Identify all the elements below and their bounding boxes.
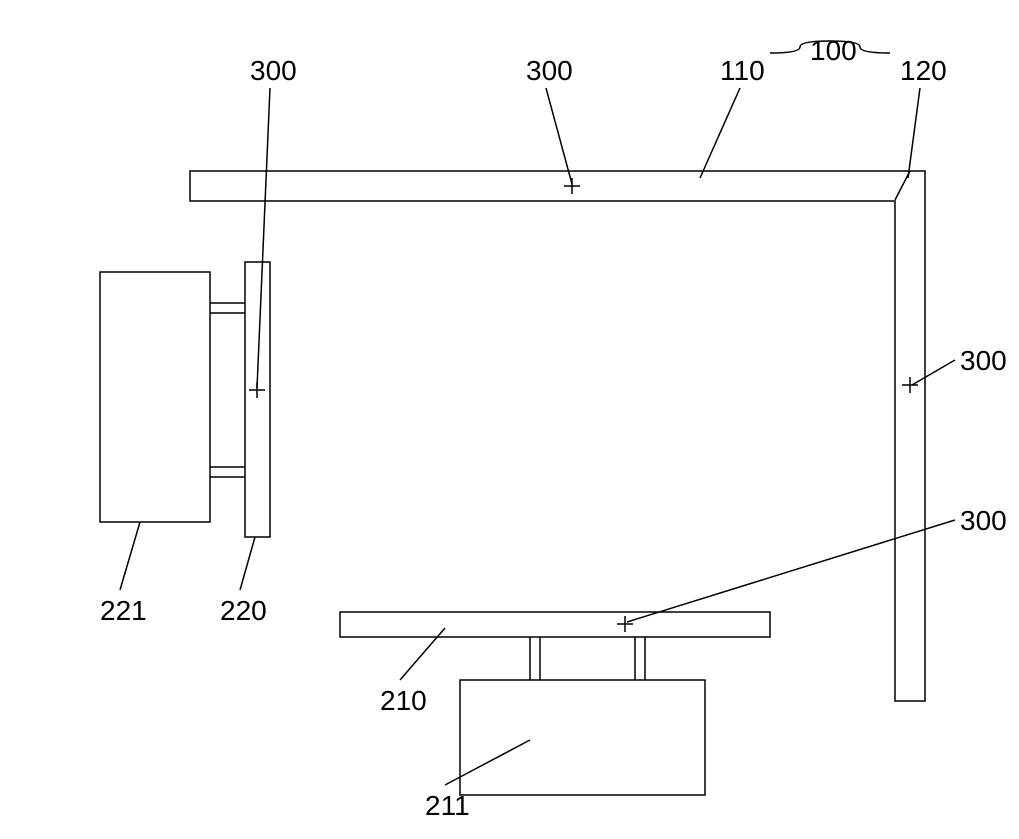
diagram-svg xyxy=(0,0,1019,839)
label-100: 100 xyxy=(810,35,857,67)
label-300-top-mid: 300 xyxy=(526,55,573,87)
label-211: 211 xyxy=(425,790,470,822)
label-221: 221 xyxy=(100,595,147,627)
label-110: 110 xyxy=(720,55,765,87)
label-120: 120 xyxy=(900,55,947,87)
label-210: 210 xyxy=(380,685,427,717)
label-300-top-left: 300 xyxy=(250,55,297,87)
label-300-right: 300 xyxy=(960,345,1007,377)
diagram-container xyxy=(0,0,1019,839)
label-300-right-lower: 300 xyxy=(960,505,1007,537)
label-220: 220 xyxy=(220,595,267,627)
